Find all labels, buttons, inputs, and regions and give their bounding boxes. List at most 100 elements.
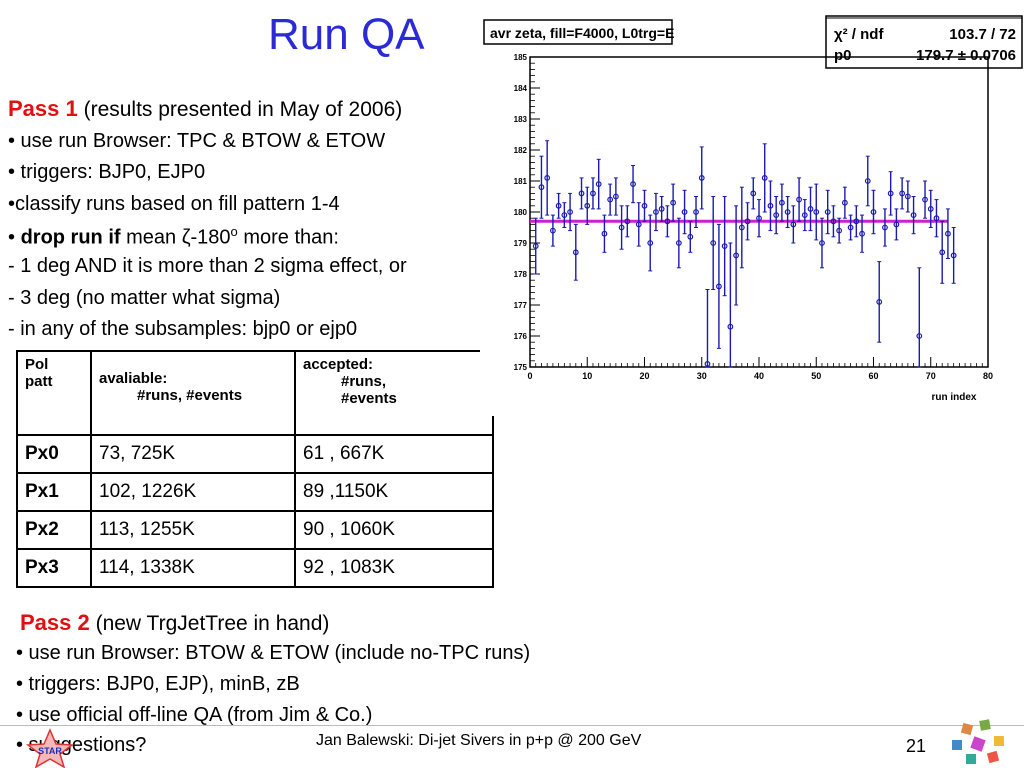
y-tick-label: 179: [514, 239, 528, 248]
pass1-note: (results presented in May of 2006): [83, 98, 403, 121]
data-point: [704, 361, 711, 367]
y-tick-label: 184: [514, 84, 528, 93]
header-text: #runs, #events: [137, 387, 243, 404]
data-point: [544, 174, 551, 181]
data-point: [807, 205, 814, 212]
data-point: [882, 224, 888, 231]
drop-bullet: •: [8, 226, 21, 249]
star-logo-label: STAR: [38, 746, 62, 756]
data-point: [824, 209, 831, 215]
x-tick-label: 50: [811, 371, 821, 381]
y-tick-label: 182: [514, 146, 528, 155]
data-point: [653, 209, 659, 215]
data-point: [841, 199, 848, 206]
cell-available: 113, 1255K: [90, 510, 296, 550]
page-title: Run QA: [268, 10, 425, 59]
header-available: avaliable: #runs, #events: [90, 350, 296, 436]
pass1-line: • triggers: BJP0, EJP0: [8, 161, 206, 183]
data-point: [933, 215, 940, 222]
y-tick-label: 176: [514, 332, 528, 341]
data-point: [641, 202, 648, 209]
data-point: [630, 181, 636, 188]
data-point: [773, 212, 780, 219]
data-point: [675, 240, 682, 246]
data-point: [601, 230, 608, 237]
pass1-heading: Pass 1: [8, 96, 78, 121]
table-row: Px3 114, 1338K 92 , 1083K: [16, 548, 494, 588]
table-row: Px0 73, 725K 61 , 667K: [16, 434, 494, 474]
data-point: [532, 243, 539, 250]
data-point: [870, 209, 877, 215]
data-point: [618, 224, 625, 231]
data-point: [796, 196, 802, 203]
data-point: [738, 224, 745, 231]
data-point: [624, 218, 631, 225]
data-point: [859, 230, 865, 237]
y-tick-label: 185: [514, 53, 528, 62]
data-point: [939, 249, 946, 256]
x-tick-label: 60: [868, 371, 878, 381]
data-point: [876, 299, 883, 305]
y-tick-label: 177: [514, 301, 528, 310]
data-point: [607, 196, 614, 203]
x-axis-label: run index: [931, 392, 976, 403]
zeta-plot: avr zeta, fill=F4000, L0trg=E χ² / ndf 1…: [480, 12, 1024, 416]
y-tick-label: 178: [514, 270, 528, 279]
data-point: [635, 221, 642, 228]
drop-end-text: more than:: [237, 226, 339, 249]
pass1-drop-rule: • drop run if mean ζ-180o more than:: [8, 224, 339, 250]
table-row: Px2 113, 1255K 90 , 1060K: [16, 510, 494, 550]
stats-label-p0: p0: [834, 47, 852, 64]
data-point: [733, 252, 740, 259]
cell-available: 102, 1226K: [90, 472, 296, 512]
data-point: [744, 218, 751, 225]
y-tick-label: 183: [514, 115, 528, 124]
y-tick-label: 180: [514, 208, 528, 217]
stats-label-chi2: χ² / ndf: [834, 26, 884, 43]
pass2-line: • use run Browser: BTOW & ETOW (include …: [16, 642, 531, 664]
data-point: [916, 333, 923, 339]
header-text: patt: [25, 373, 53, 390]
x-tick-label: 0: [527, 371, 532, 381]
data-point: [830, 218, 837, 225]
cell-available: 114, 1338K: [90, 548, 296, 588]
table-row: Px1 102, 1226K 89 ,1150K: [16, 472, 494, 512]
data-point: [561, 212, 568, 219]
data-point: [664, 218, 671, 225]
fit-stats-box: [825, 15, 1023, 69]
header-text: avaliable:: [99, 370, 168, 387]
data-point: [779, 199, 785, 206]
pass1-heading-line: Pass 1 (results presented in May of 2006…: [8, 96, 402, 122]
cell-pol: Px0: [16, 434, 92, 474]
footer-divider: [0, 725, 1024, 726]
pass1-line: • use run Browser: TPC & BTOW & ETOW: [8, 130, 386, 152]
data-point: [698, 174, 705, 181]
stats-value-chi2: 103.7 / 72: [949, 26, 1016, 43]
data-point: [893, 221, 900, 228]
criteria-line: - 1 deg AND it is more than 2 sigma effe…: [8, 255, 407, 277]
data-point: [727, 323, 734, 330]
data-point: [899, 190, 906, 197]
pass2-note: (new TrgJetTree in hand): [95, 612, 330, 635]
data-point: [670, 199, 677, 206]
data-point: [538, 184, 545, 191]
data-point: [555, 202, 562, 209]
data-point: [572, 249, 579, 256]
cell-available: 73, 725K: [90, 434, 296, 474]
data-point: [584, 202, 591, 209]
data-point: [887, 190, 894, 197]
polarization-table: Pol patt avaliable: #runs, #events accep…: [16, 350, 494, 588]
data-point: [567, 209, 573, 215]
data-point: [750, 190, 757, 197]
data-point: [790, 221, 797, 228]
data-point: [761, 174, 768, 181]
data-point: [910, 212, 917, 219]
data-point: [767, 202, 774, 209]
drop-bold-text: drop run if: [20, 226, 121, 249]
data-point: [693, 209, 699, 215]
data-point: [927, 205, 934, 212]
y-tick-label: 181: [514, 177, 528, 186]
criteria-line: - 3 deg (no matter what sigma): [8, 287, 281, 309]
star-logo: STAR: [25, 728, 75, 768]
cell-pol: Px1: [16, 472, 92, 512]
